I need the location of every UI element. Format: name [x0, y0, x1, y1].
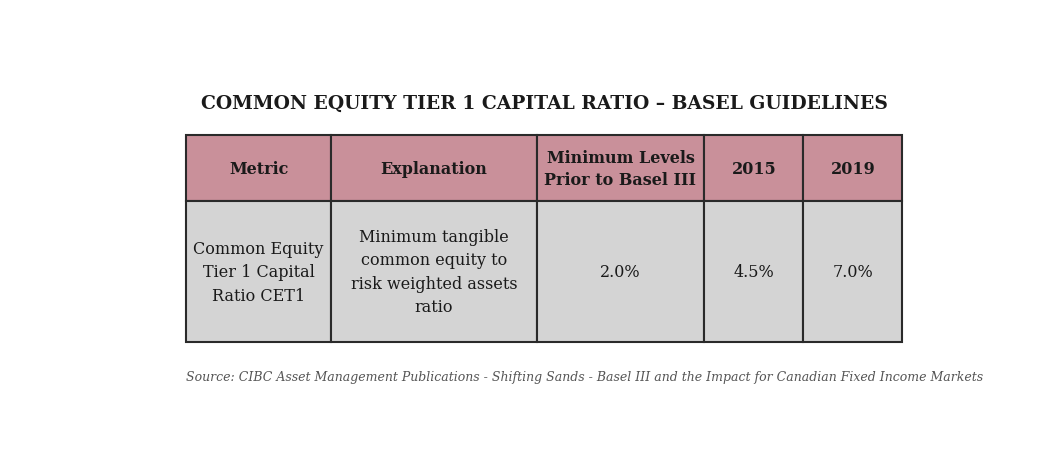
FancyBboxPatch shape: [186, 202, 331, 343]
Text: Minimum Levels
Prior to Basel III: Minimum Levels Prior to Basel III: [545, 149, 697, 188]
Text: Explanation: Explanation: [380, 160, 487, 177]
Text: Metric: Metric: [229, 160, 288, 177]
FancyBboxPatch shape: [704, 136, 803, 202]
Text: Minimum tangible
common equity to
risk weighted assets
ratio: Minimum tangible common equity to risk w…: [350, 228, 517, 316]
FancyBboxPatch shape: [536, 202, 704, 343]
Text: 4.5%: 4.5%: [734, 263, 774, 281]
FancyBboxPatch shape: [331, 136, 536, 202]
FancyBboxPatch shape: [536, 136, 704, 202]
Text: 7.0%: 7.0%: [833, 263, 873, 281]
Text: COMMON EQUITY TIER 1 CAPITAL RATIO – BASEL GUIDELINES: COMMON EQUITY TIER 1 CAPITAL RATIO – BAS…: [201, 95, 888, 113]
Text: 2.0%: 2.0%: [600, 263, 640, 281]
Text: 2015: 2015: [732, 160, 776, 177]
Text: Source: CIBC Asset Management Publications - Shifting Sands - Basel III and the : Source: CIBC Asset Management Publicatio…: [186, 370, 983, 383]
Text: Common Equity
Tier 1 Capital
Ratio CET1: Common Equity Tier 1 Capital Ratio CET1: [193, 240, 324, 304]
FancyBboxPatch shape: [704, 202, 803, 343]
FancyBboxPatch shape: [186, 136, 331, 202]
Text: 2019: 2019: [830, 160, 875, 177]
FancyBboxPatch shape: [803, 202, 903, 343]
FancyBboxPatch shape: [803, 136, 903, 202]
FancyBboxPatch shape: [331, 202, 536, 343]
